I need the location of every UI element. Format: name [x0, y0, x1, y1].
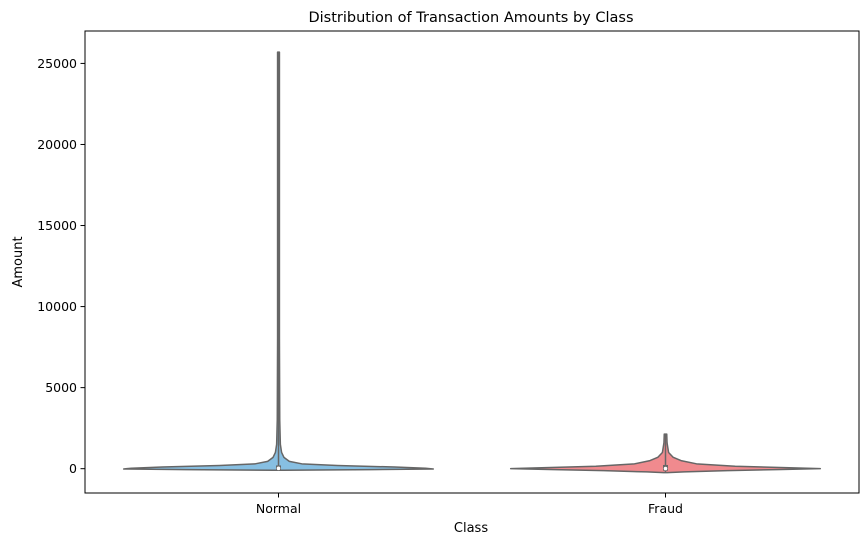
y-tick-label: 0 — [69, 461, 77, 476]
x-axis-label: Class — [454, 521, 488, 536]
median-point-normal — [276, 466, 281, 471]
y-axis-ticks: 0 5000 10000 15000 20000 25000 — [37, 56, 85, 476]
plot-frame — [84, 30, 860, 494]
x-axis-ticks: Normal Fraud — [256, 493, 683, 516]
y-axis-label: Amount — [11, 236, 26, 287]
violins-layer — [122, 51, 822, 474]
x-tick-label-fraud: Fraud — [648, 501, 683, 516]
y-tick-label: 15000 — [37, 218, 77, 233]
y-tick-label: 10000 — [37, 299, 77, 314]
chart-title: Distribution of Transaction Amounts by C… — [308, 10, 633, 26]
y-tick-label: 5000 — [45, 380, 77, 395]
median-point-fraud — [663, 466, 668, 471]
y-tick-label: 20000 — [37, 137, 77, 152]
y-tick-label: 25000 — [37, 56, 77, 71]
x-tick-label-normal: Normal — [256, 501, 301, 516]
